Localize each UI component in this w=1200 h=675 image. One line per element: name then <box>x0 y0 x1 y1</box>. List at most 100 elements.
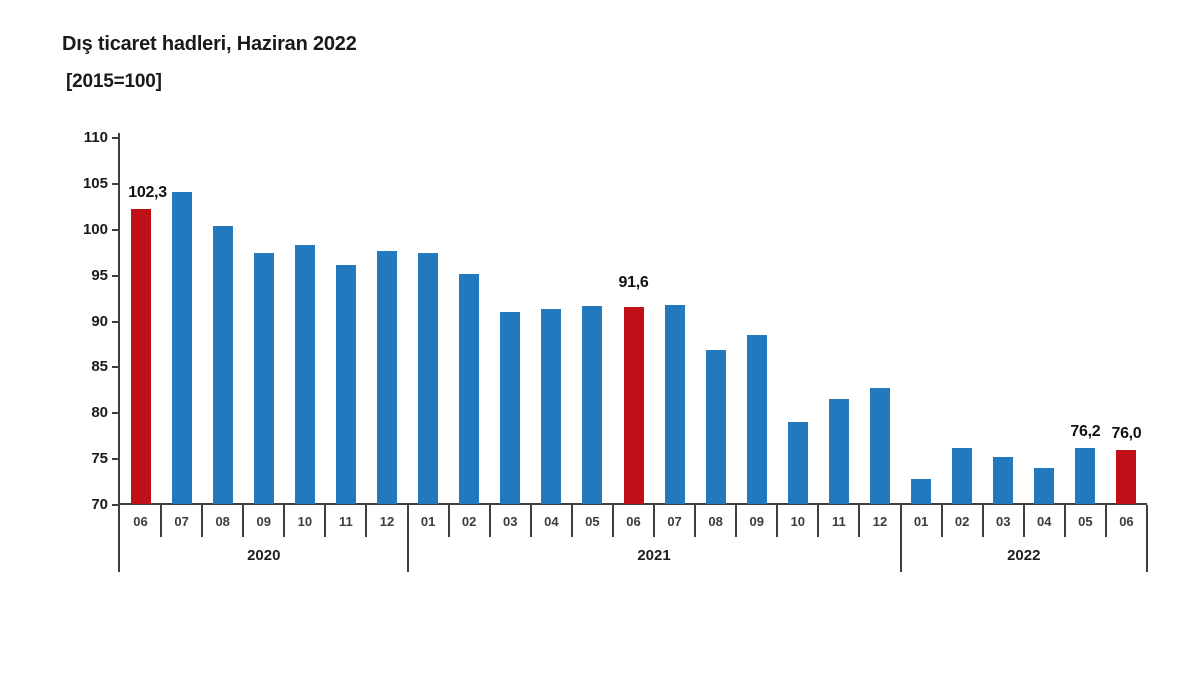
bar <box>993 457 1014 504</box>
bar <box>952 448 973 504</box>
month-tick-line <box>940 505 943 537</box>
month-tick-line <box>447 505 450 537</box>
bar <box>828 399 849 504</box>
month-tick-line <box>611 505 614 537</box>
bar <box>459 273 480 504</box>
bar-value-label: 76,0 <box>1111 424 1142 442</box>
bar <box>1034 468 1055 504</box>
year-divider-line <box>899 505 902 572</box>
bar <box>746 335 767 504</box>
y-axis-tick <box>112 182 119 185</box>
y-axis-tick <box>112 320 119 323</box>
bar <box>253 252 274 504</box>
month-tick-line <box>1104 505 1107 537</box>
y-axis-tick-label: 105 <box>82 174 108 192</box>
month-tick-line <box>694 505 697 537</box>
y-axis-tick <box>112 274 119 277</box>
bar-value-label: 76,2 <box>1070 423 1101 441</box>
chart-title: Dış ticaret hadleri, Haziran 2022 <box>62 33 357 55</box>
month-tick-line <box>283 505 286 537</box>
bar <box>171 192 192 504</box>
month-tick-line <box>201 505 204 537</box>
month-tick-line <box>817 505 820 537</box>
bar <box>335 264 356 504</box>
y-axis-tick-label: 90 <box>91 312 108 330</box>
bar-value-label: 91,6 <box>618 273 649 291</box>
month-tick-label: 10 <box>297 514 313 529</box>
month-tick-line <box>735 505 738 537</box>
y-axis-tick <box>112 458 119 461</box>
y-axis-tick-label: 80 <box>91 404 108 422</box>
bar <box>1075 448 1096 504</box>
y-axis-tick <box>112 137 119 139</box>
month-tick-label: 06 <box>133 514 148 529</box>
x-axis-line <box>118 503 1147 505</box>
bar <box>212 226 233 504</box>
y-axis-tick <box>112 412 119 415</box>
bar <box>500 312 521 504</box>
month-tick-label: 12 <box>872 514 888 529</box>
bar-value-label: 102,3 <box>128 183 167 201</box>
year-divider-line <box>1146 505 1148 572</box>
bar <box>787 421 808 504</box>
month-tick-label: 04 <box>1037 514 1052 529</box>
month-tick-label: 02 <box>461 514 477 529</box>
y-axis-tick-label: 70 <box>91 496 108 513</box>
month-tick-line <box>1022 505 1025 537</box>
month-tick-label: 03 <box>995 514 1011 529</box>
year-label: 2022 <box>1007 547 1041 564</box>
year-divider-line <box>406 505 409 572</box>
bar-highlighted <box>623 306 644 504</box>
bar-highlighted <box>130 208 151 504</box>
month-tick-label: 02 <box>954 514 970 529</box>
month-tick-label: 06 <box>626 514 641 529</box>
month-tick-line <box>776 505 779 537</box>
bar-highlighted <box>1116 449 1137 504</box>
y-axis-tick-label: 75 <box>91 450 108 468</box>
y-axis-line <box>118 133 120 572</box>
bar <box>582 305 603 504</box>
y-axis-tick <box>112 366 119 369</box>
month-tick-label: 08 <box>215 514 230 529</box>
bar <box>664 304 685 504</box>
bar <box>911 479 932 504</box>
bar <box>541 308 562 504</box>
month-tick-label: 06 <box>1119 514 1134 529</box>
month-tick-label: 05 <box>585 514 600 529</box>
month-tick-line <box>653 505 656 537</box>
month-tick-label: 07 <box>667 514 682 529</box>
month-tick-label: 12 <box>379 514 395 529</box>
month-tick-line <box>160 505 163 537</box>
bar <box>705 349 726 504</box>
bar <box>869 387 890 504</box>
month-tick-line <box>981 505 984 537</box>
month-tick-label: 01 <box>913 514 929 529</box>
y-axis-tick-label: 100 <box>82 220 108 238</box>
bar <box>377 250 398 504</box>
month-tick-label: 10 <box>790 514 806 529</box>
bar <box>294 245 315 504</box>
month-tick-label: 04 <box>544 514 559 529</box>
month-tick-label: 09 <box>256 514 271 529</box>
y-axis-tick-label: 85 <box>91 358 108 376</box>
y-axis-tick-label: 110 <box>83 129 108 146</box>
year-label: 2021 <box>637 547 671 564</box>
y-axis-tick <box>112 504 119 506</box>
month-tick-line <box>529 505 532 537</box>
month-tick-line <box>242 505 245 537</box>
month-tick-line <box>858 505 861 537</box>
month-tick-line <box>1063 505 1066 537</box>
month-tick-label: 01 <box>420 514 436 529</box>
month-tick-line <box>570 505 573 537</box>
month-tick-line <box>365 505 368 537</box>
year-label: 2020 <box>247 547 281 564</box>
month-tick-label: 08 <box>708 514 723 529</box>
month-tick-line <box>324 505 327 537</box>
month-tick-line <box>488 505 491 537</box>
y-axis-tick-label: 95 <box>91 266 108 284</box>
month-tick-label: 11 <box>832 514 846 529</box>
month-tick-label: 03 <box>503 514 518 529</box>
chart-subtitle: [2015=100] <box>66 71 162 92</box>
